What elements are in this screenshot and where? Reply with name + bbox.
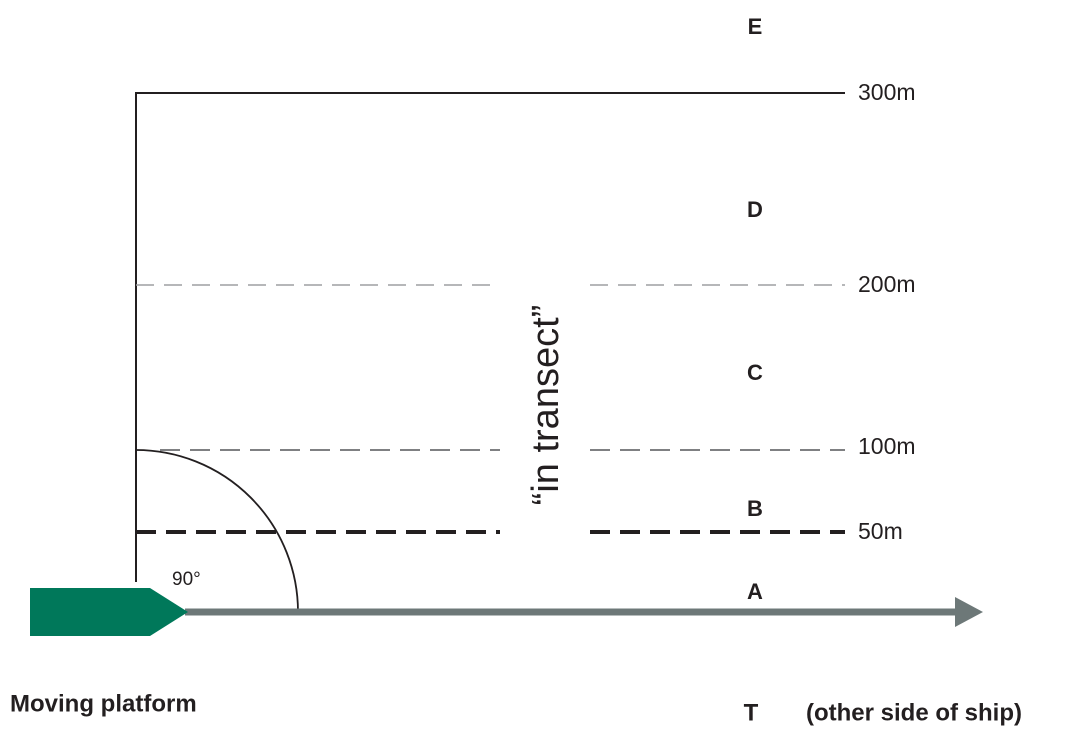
track-arrowhead <box>955 597 983 627</box>
transect-label: “in transect” <box>525 305 567 506</box>
zone-label: C <box>747 360 763 385</box>
platform <box>30 588 188 636</box>
distance-label: 200m <box>858 271 916 297</box>
zone-label: A <box>747 579 763 604</box>
distance-label: 100m <box>858 433 916 459</box>
angle-label: 90° <box>172 569 201 590</box>
zone-label: E <box>748 14 763 39</box>
side-note: (other side of ship) <box>806 699 1022 726</box>
distance-label: 300m <box>858 79 916 105</box>
side-marker: T <box>744 699 759 726</box>
platform-label: Moving platform <box>10 690 197 717</box>
zone-label: B <box>747 496 763 521</box>
distance-label: 50m <box>858 518 903 544</box>
zone-label: D <box>747 197 763 222</box>
angle-arc <box>135 449 299 613</box>
